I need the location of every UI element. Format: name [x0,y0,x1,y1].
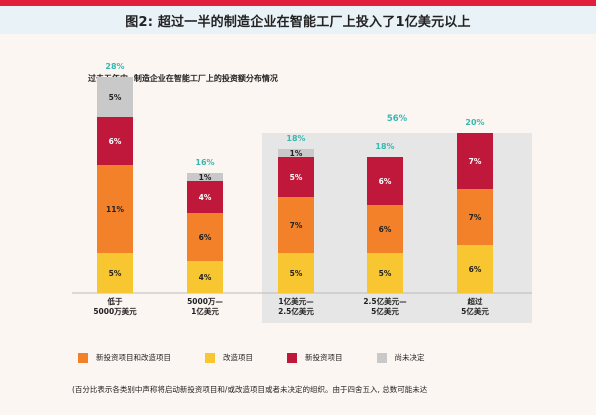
chart-title: 图2: 超过一半的制造企业在智能工厂上投入了1亿美元以上 [125,14,471,30]
legend-item-retrofit: 改造项目 [205,352,253,363]
bar-total-label: 28% [105,62,124,71]
legend-swatch-both [78,352,88,363]
bar-segment [187,213,223,261]
bar-total-label: 18% [375,142,394,151]
bar-segment [187,173,223,181]
category-label: 5亿美元 [371,306,399,316]
category-label: 2.5亿美元— [363,296,407,306]
bar-total-label: 16% [195,158,214,167]
bar-total-label: 18% [286,134,305,143]
bar-segment [97,117,133,165]
footnote: (百分比表示各类别中声称将启动新投资项目和/或改造项目或者未决定的组织。由于四舍… [72,385,428,394]
bar-value-label: 6% [379,177,392,186]
bar-segment [187,181,223,213]
category-label: 低于 [107,296,123,306]
legend-label-new: 新投资项目 [305,353,343,362]
bar-value-label: 5% [109,269,122,278]
category-label: 5000万— [187,297,223,306]
bar-segment [367,253,403,293]
bar-segment [457,245,493,293]
legend-item-both: 新投资项目和改造项目 [78,352,171,363]
bar-segment [97,77,133,117]
bar-total-label: 20% [465,118,484,127]
category-label: 超过 [467,296,483,306]
bar-segment [457,189,493,245]
bar-segment [367,205,403,253]
legend: 新投资项目和改造项目 改造项目 新投资项目 尚未决定 [78,352,425,363]
bar-segment [278,157,314,197]
group-total-label: 56% [387,114,408,124]
bar-segment [457,133,493,189]
bar-segment [97,165,133,253]
bar-value-label: 7% [290,221,303,230]
bar-value-label: 7% [469,157,482,166]
bar-value-label: 5% [290,173,303,182]
bar-segment [278,253,314,293]
bar-value-label: 5% [379,269,392,278]
bar-value-label: 1% [290,149,303,158]
bar-segment [367,157,403,205]
bar-segment [187,261,223,293]
legend-swatch-undecided [376,352,387,363]
bar-segment [278,149,314,157]
legend-label-both: 新投资项目和改造项目 [96,353,171,362]
bar-segment [97,253,133,293]
category-label: 1亿美元— [278,296,314,306]
category-label: 1亿美元 [191,306,219,316]
legend-label-undecided: 尚未决定 [394,353,425,362]
legend-label-retrofit: 改造项目 [223,353,253,362]
category-label: 2.5亿美元 [278,306,314,316]
legend-item-new: 新投资项目 [287,352,343,363]
category-label: 5000万美元 [93,306,137,316]
bar-value-label: 5% [109,93,122,102]
bar-value-label: 4% [199,193,212,202]
bar-value-label: 5% [290,269,303,278]
bar-value-label: 6% [379,225,392,234]
bar-value-label: 1% [199,173,212,182]
bar-value-label: 11% [106,205,124,214]
legend-swatch-new [287,352,297,363]
bar-value-label: 6% [199,233,212,242]
bar-value-label: 4% [199,273,212,282]
category-label: 5亿美元 [461,306,489,316]
bar-value-label: 6% [109,137,122,146]
chart-subtitle: 过去五年中, 制造企业在智能工厂上的投资额分布情况 [88,74,278,83]
bar-value-label: 7% [469,213,482,222]
legend-swatch-retrofit [205,352,215,363]
bar-segment [278,197,314,253]
accent-bar [0,0,596,6]
legend-item-undecided: 尚未决定 [376,352,425,363]
title-band: 图2: 超过一半的制造企业在智能工厂上投入了1亿美元以上 [0,6,596,34]
bar-value-label: 6% [469,265,482,274]
